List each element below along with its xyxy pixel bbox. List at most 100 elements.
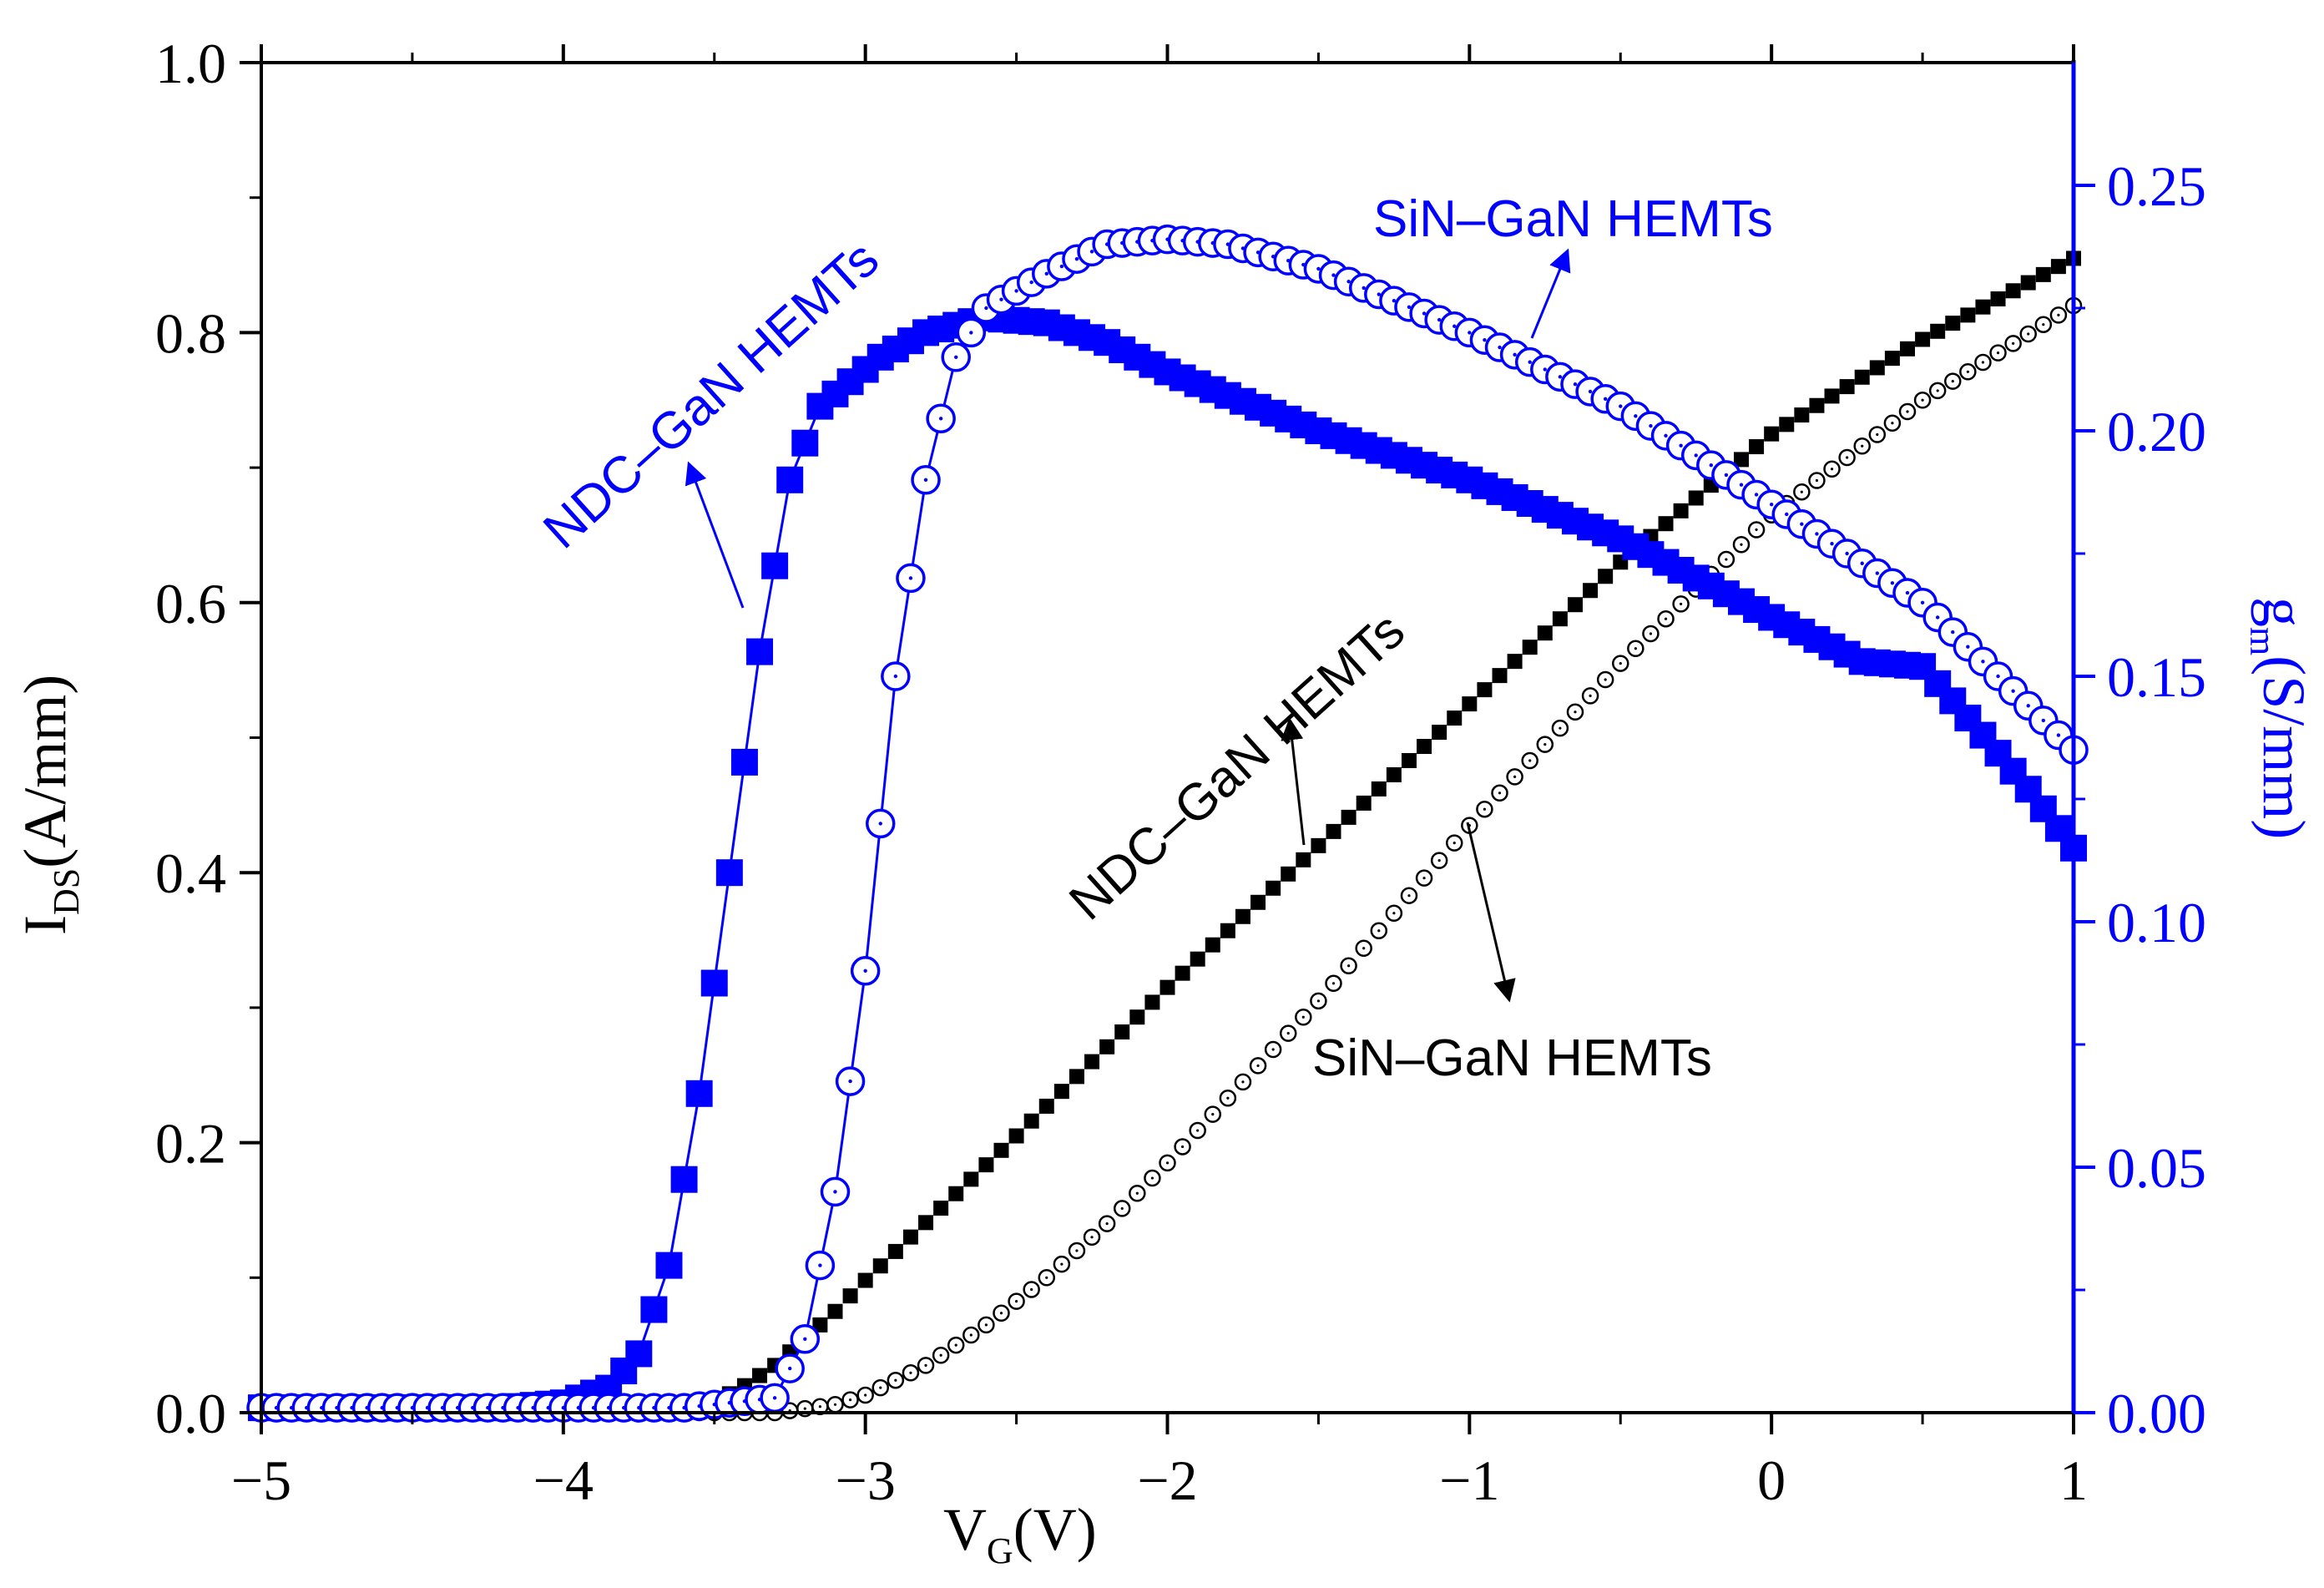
data-point-dot <box>833 1190 837 1194</box>
data-point-dot <box>999 1312 1003 1315</box>
data-point-dot <box>1422 311 1427 316</box>
data-point <box>1658 516 1674 532</box>
data-point <box>1129 1009 1145 1025</box>
data-point <box>1915 331 1931 347</box>
data-point-dot <box>1029 280 1033 285</box>
data-point-dot <box>1785 512 1789 517</box>
annotation-sin-gm: SiN–GaN HEMTs <box>1373 190 1773 248</box>
data-point <box>1144 994 1160 1010</box>
data-point-dot <box>1437 317 1442 322</box>
data-point <box>887 1243 903 1259</box>
data-point-dot <box>1452 324 1457 328</box>
data-point <box>2005 283 2021 299</box>
data-point-dot <box>1996 674 2000 679</box>
data-point <box>1507 654 1523 670</box>
data-point-dot <box>939 1353 942 1357</box>
data-point-dot <box>1951 380 1954 383</box>
data-point-dot <box>1014 1299 1018 1303</box>
data-point-dot <box>1891 422 1894 425</box>
data-point-dot <box>1649 632 1653 635</box>
data-point-dot <box>1543 742 1547 746</box>
data-point-dot <box>2012 341 2015 345</box>
data-point-dot <box>1483 338 1487 342</box>
data-point-dot <box>1331 982 1336 985</box>
data-point-dot <box>1634 414 1638 418</box>
data-point-dot <box>1846 456 1849 459</box>
data-point <box>1945 316 1961 331</box>
data-point-dot <box>1966 645 1970 649</box>
data-point-dot <box>924 1363 927 1368</box>
data-point-dot <box>1755 528 1758 532</box>
data-point-dot <box>864 1393 867 1397</box>
data-point-dot <box>1316 266 1321 271</box>
y-left-tick-label: 0.6 <box>155 572 226 635</box>
data-point-dot <box>788 1366 792 1371</box>
data-point-dot <box>1664 617 1668 620</box>
data-point-dot <box>1044 271 1048 276</box>
data-point <box>1462 696 1478 712</box>
y-right-axis-title: gm(S/mm) <box>2242 597 2317 839</box>
y-left-tick-label: 1.0 <box>155 32 226 95</box>
data-point <box>1235 908 1250 924</box>
data-point-dot <box>1014 289 1018 293</box>
data-point-dot <box>1558 375 1563 379</box>
data-point-dot <box>818 1405 821 1408</box>
data-point-dot <box>1876 432 1879 437</box>
y-left-tick-label: 0.8 <box>155 301 226 365</box>
data-point-dot <box>1905 590 1910 595</box>
data-point <box>1159 979 1175 995</box>
data-point-dot <box>1588 389 1593 394</box>
data-point-dot <box>1830 468 1834 471</box>
data-point-dot <box>1996 351 2000 355</box>
data-point-dot <box>848 1079 852 1084</box>
data-point <box>655 1252 683 1279</box>
data-point-dot <box>1468 331 1472 335</box>
data-point-dot <box>1362 286 1366 291</box>
data-point-dot <box>1966 370 1969 373</box>
data-point-dot <box>1709 463 1713 468</box>
data-point-dot <box>1860 561 1864 565</box>
data-point <box>1960 307 1976 323</box>
data-point-dot <box>1906 410 1909 413</box>
data-point-dot <box>1861 444 1864 448</box>
data-point-dot <box>772 1396 777 1400</box>
data-point <box>715 859 743 887</box>
y-right-tick-label: 0.25 <box>2107 154 2206 218</box>
x-tick-label: −5 <box>231 1449 291 1512</box>
data-point <box>1794 407 1810 423</box>
data-point-dot <box>1603 397 1608 401</box>
data-point-dot <box>2057 313 2060 316</box>
data-point <box>1884 351 1900 367</box>
data-point-dot <box>863 968 867 974</box>
data-point <box>2035 266 2051 282</box>
data-point-dot <box>1105 1222 1109 1226</box>
annotation-sin-ids: SiN–GaN HEMTs <box>1312 1029 1712 1087</box>
x-tick-label: 0 <box>1757 1449 1786 1512</box>
ticks-layer: −5 −4 −3 −2 −1 0 1 0.0 0.2 0.4 0.6 0.8 1.0 0.00 0.05 0.… <box>155 32 2206 1512</box>
data-point <box>746 638 774 665</box>
data-point-dot <box>1769 503 1774 507</box>
data-point-dot <box>818 1263 822 1267</box>
data-point <box>872 1258 888 1274</box>
data-point <box>1809 397 1825 413</box>
series-2 <box>248 304 2087 1422</box>
data-point <box>1190 951 1205 967</box>
data-point <box>948 1186 964 1201</box>
data-point-dot <box>923 478 928 482</box>
data-point-dot <box>1347 964 1351 968</box>
y-right-tick-label: 0.15 <box>2107 645 2206 709</box>
data-point-dot <box>1754 493 1759 497</box>
data-point-dot <box>1981 361 1985 364</box>
x-tick-label: −4 <box>533 1449 594 1512</box>
data-point <box>827 1303 843 1319</box>
data-point-dot <box>2026 704 2030 708</box>
data-point <box>1417 739 1432 755</box>
data-point-dot <box>2041 718 2046 723</box>
data-point <box>1371 781 1387 797</box>
data-point <box>1522 640 1538 655</box>
data-point-dot <box>1301 1015 1305 1019</box>
data-point <box>1477 682 1493 698</box>
data-point-dot <box>909 1371 912 1374</box>
data-point-dot <box>1921 398 1924 402</box>
